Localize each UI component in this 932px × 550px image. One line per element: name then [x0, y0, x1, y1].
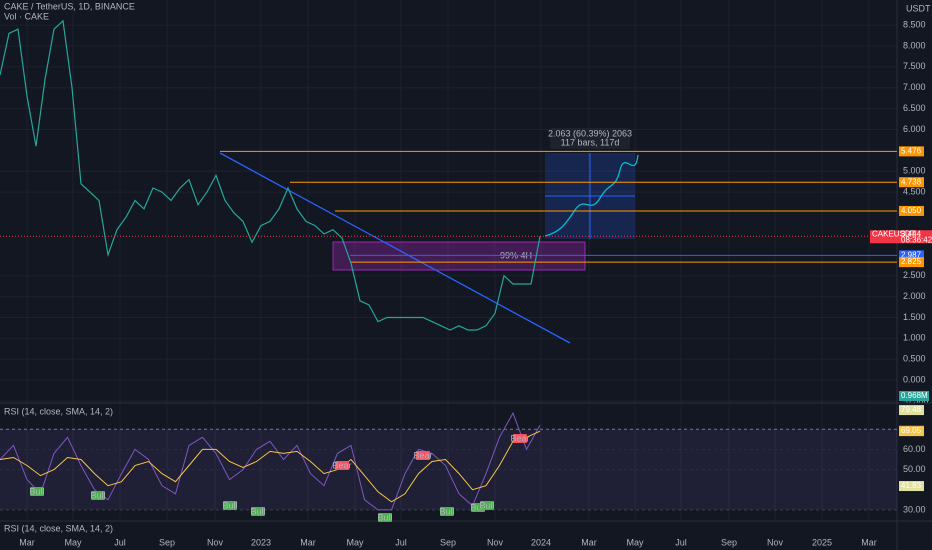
- y-tick-label: 0.500: [903, 354, 926, 364]
- level-label: 4.738: [901, 177, 922, 186]
- signal-label: Bull: [470, 502, 485, 512]
- measure-tag: [550, 128, 630, 149]
- x-tick-label: Nov: [207, 537, 224, 547]
- level-label: 5.476: [901, 146, 922, 155]
- x-tick-label: Jul: [675, 537, 687, 547]
- level-label: 2.987: [901, 250, 922, 259]
- x-tick-label: 2023: [251, 537, 271, 547]
- y-tick-label: 7.000: [903, 82, 926, 92]
- signal-tag: [30, 487, 44, 496]
- y-tick-label: 1.000: [903, 333, 926, 343]
- rsi-tag-label: 79.48: [901, 405, 922, 414]
- rsi-tick-label: 30.00: [903, 504, 926, 514]
- rsi-tag: [899, 405, 924, 416]
- trendline: [219, 152, 571, 344]
- y-tick-label: 2.500: [903, 270, 926, 280]
- rsi2-title: RSI (14, close, SMA, 14, 2): [4, 523, 113, 533]
- last-price-tag: [870, 230, 932, 244]
- signal-tag: [513, 434, 527, 443]
- rsi-tag: [899, 426, 924, 437]
- y-tick-label: 0.000: [903, 374, 926, 384]
- rsi-tag-label: 41.83: [901, 481, 922, 490]
- zone-box: [332, 241, 586, 271]
- y-tick-label: 2.000: [903, 291, 926, 301]
- currency: USDT: [906, 3, 931, 13]
- volume-label: 0.968M: [901, 391, 928, 400]
- x-tick-label: Jul: [114, 537, 126, 547]
- volume-title: Vol · CAKE: [4, 11, 49, 21]
- x-tick-label: May: [64, 537, 82, 547]
- measure-text: 2.063 (60.39%) 2063: [548, 128, 632, 138]
- rsi-line: [0, 430, 541, 503]
- signal-tag: [378, 513, 392, 522]
- rsi-title: RSI (14, close, SMA, 14, 2): [4, 406, 113, 416]
- signal-label: Bull: [250, 506, 265, 516]
- x-tick-label: Nov: [767, 537, 784, 547]
- y-tick-label: 5.000: [903, 166, 926, 176]
- rsi-line: [0, 411, 541, 511]
- signal-label: Bull: [377, 512, 392, 522]
- x-tick-label: May: [626, 537, 644, 547]
- signal-label: Bull: [29, 486, 44, 496]
- x-tick-label: Mar: [19, 537, 35, 547]
- x-tick-label: 2025: [812, 537, 832, 547]
- y-tick-label: 8.000: [903, 40, 926, 50]
- level-tag: [899, 257, 924, 268]
- x-tick-label: Sep: [721, 537, 737, 547]
- countdown: 08:36:42: [901, 235, 932, 244]
- rsi-band: [0, 429, 897, 510]
- signal-tag: [251, 507, 265, 516]
- level-tag: [899, 177, 924, 188]
- level-label: 4.050: [901, 206, 922, 215]
- x-tick-label: May: [346, 537, 364, 547]
- level-label: 2.825: [901, 257, 922, 266]
- y-tick-label: 6.000: [903, 124, 926, 134]
- projection: [544, 154, 639, 237]
- signal-tag: [440, 507, 454, 516]
- x-tick-label: Sep: [159, 537, 175, 547]
- x-tick-label: Nov: [487, 537, 504, 547]
- rsi-tag: [899, 481, 924, 492]
- x-tick-label: Mar: [300, 537, 316, 547]
- y-tick-label: 6.500: [903, 103, 926, 113]
- rsi-tick-label: 60.00: [903, 444, 926, 454]
- symbol-title: CAKE / TetherUS, 1D, BINANCE: [4, 1, 135, 11]
- signal-label: Bull: [479, 500, 494, 510]
- price-line: [0, 19, 541, 331]
- last-price-label: 3.444: [901, 229, 922, 238]
- x-tick-label: Mar: [581, 537, 597, 547]
- x-tick-label: Mar: [861, 537, 877, 547]
- measure-text: 117 bars, 117d: [561, 137, 620, 147]
- signal-tag: [223, 501, 237, 510]
- last-price-name: CAKEUSDT: [872, 229, 916, 238]
- x-tick-label: 2024: [531, 537, 551, 547]
- signal-label: Bull: [222, 500, 237, 510]
- signal-label: Bear: [332, 460, 351, 470]
- level-tag: [899, 250, 924, 261]
- rsi-tag-label: 69.05: [901, 426, 922, 435]
- level-tag: [899, 146, 924, 157]
- y-tick-label: 8.500: [903, 19, 926, 29]
- volume-tag: [899, 391, 929, 401]
- level-tag: [899, 205, 924, 216]
- signal-tag: [335, 461, 349, 470]
- signal-label: Bear: [510, 433, 529, 443]
- signal-tag: [480, 501, 494, 510]
- signal-label: Bull: [90, 490, 105, 500]
- signal-tag: [91, 491, 105, 500]
- rsi-tick-label: 50.00: [903, 464, 926, 474]
- signal-tag: [416, 451, 430, 460]
- y-tick-label: 1.500: [903, 312, 926, 322]
- signal-label: Bear: [413, 450, 432, 460]
- y-tick-label: 4.500: [903, 187, 926, 197]
- x-tick-label: Jul: [395, 537, 407, 547]
- x-tick-label: Sep: [440, 537, 456, 547]
- signal-label: Bull: [439, 506, 454, 516]
- y-tick-label: 7.500: [903, 61, 926, 71]
